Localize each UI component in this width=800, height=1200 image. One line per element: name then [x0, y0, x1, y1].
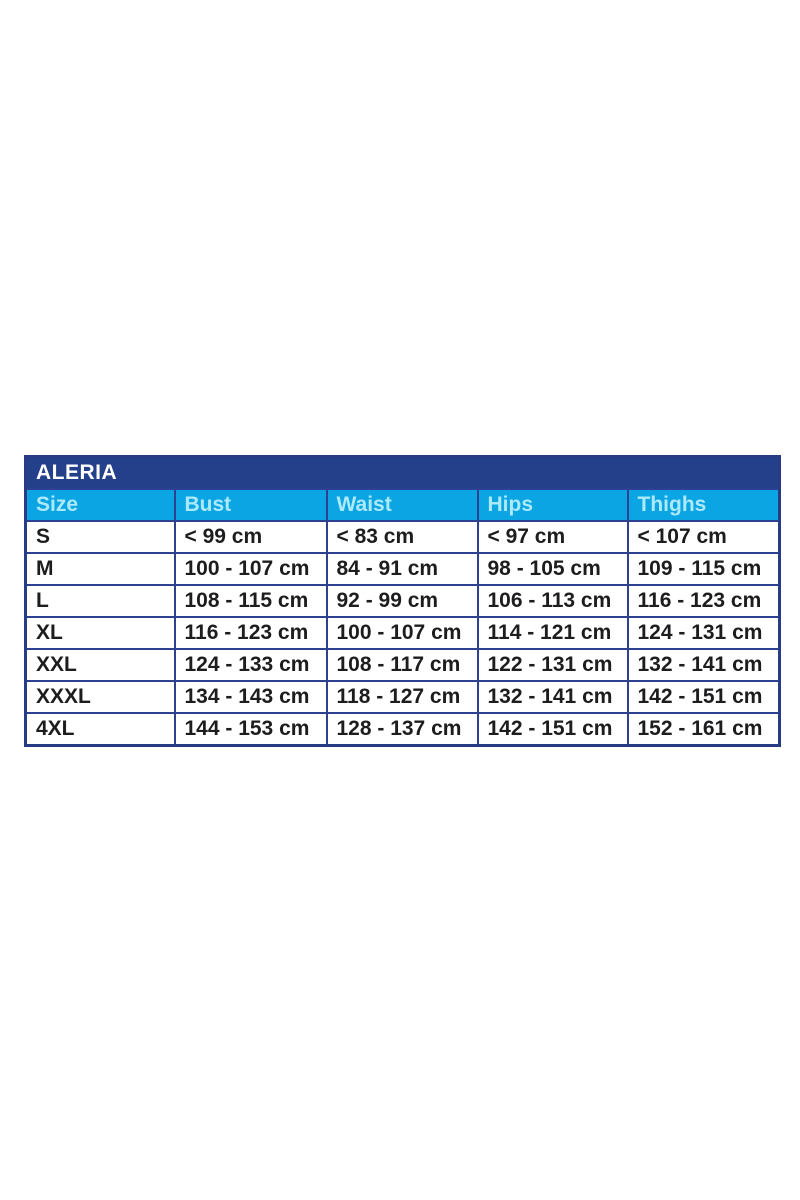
column-header-hips: Hips — [476, 488, 629, 522]
waist-cell: 128 - 137 cm — [325, 712, 479, 747]
bust-cell: 100 - 107 cm — [173, 552, 328, 586]
thighs-cell: 152 - 161 cm — [626, 712, 781, 747]
waist-cell: 92 - 99 cm — [325, 584, 479, 618]
waist-cell: 84 - 91 cm — [325, 552, 479, 586]
thighs-cell: 142 - 151 cm — [626, 680, 781, 714]
hips-cell: < 97 cm — [476, 520, 629, 554]
size-cell: L — [24, 584, 176, 618]
waist-cell: 100 - 107 cm — [325, 616, 479, 650]
bust-cell: < 99 cm — [173, 520, 328, 554]
thighs-cell: 109 - 115 cm — [626, 552, 781, 586]
waist-cell: 118 - 127 cm — [325, 680, 479, 714]
thighs-cell: 116 - 123 cm — [626, 584, 781, 618]
table-row-s: S < 99 cm < 83 cm < 97 cm < 107 cm — [24, 520, 781, 554]
bust-cell: 116 - 123 cm — [173, 616, 328, 650]
hips-cell: 132 - 141 cm — [476, 680, 629, 714]
table-header-row: Size Bust Waist Hips Thighs — [24, 488, 781, 522]
waist-cell: < 83 cm — [325, 520, 479, 554]
table-row-l: L 108 - 115 cm 92 - 99 cm 106 - 113 cm 1… — [24, 584, 781, 618]
bust-cell: 108 - 115 cm — [173, 584, 328, 618]
bust-cell: 134 - 143 cm — [173, 680, 328, 714]
waist-cell: 108 - 117 cm — [325, 648, 479, 682]
size-chart-table: ALERIA Size Bust Waist Hips Thighs S < 9… — [24, 455, 782, 747]
hips-cell: 106 - 113 cm — [476, 584, 629, 618]
hips-cell: 142 - 151 cm — [476, 712, 629, 747]
size-cell: XL — [24, 616, 176, 650]
column-header-waist: Waist — [325, 488, 479, 522]
thighs-cell: 132 - 141 cm — [626, 648, 781, 682]
bust-cell: 124 - 133 cm — [173, 648, 328, 682]
bust-cell: 144 - 153 cm — [173, 712, 328, 747]
table-title: ALERIA — [24, 455, 781, 490]
size-cell: XXL — [24, 648, 176, 682]
table-title-row: ALERIA — [24, 455, 781, 490]
size-cell: M — [24, 552, 176, 586]
table-row-xxxl: XXXL 134 - 143 cm 118 - 127 cm 132 - 141… — [24, 680, 781, 714]
thighs-cell: 124 - 131 cm — [626, 616, 781, 650]
table-row-xxl: XXL 124 - 133 cm 108 - 117 cm 122 - 131 … — [24, 648, 781, 682]
hips-cell: 114 - 121 cm — [476, 616, 629, 650]
hips-cell: 122 - 131 cm — [476, 648, 629, 682]
size-chart: ALERIA Size Bust Waist Hips Thighs S < 9… — [24, 455, 782, 747]
size-cell: S — [24, 520, 176, 554]
column-header-thighs: Thighs — [626, 488, 781, 522]
table-row-m: M 100 - 107 cm 84 - 91 cm 98 - 105 cm 10… — [24, 552, 781, 586]
hips-cell: 98 - 105 cm — [476, 552, 629, 586]
column-header-bust: Bust — [173, 488, 328, 522]
column-header-size: Size — [24, 488, 176, 522]
thighs-cell: < 107 cm — [626, 520, 781, 554]
size-cell: 4XL — [24, 712, 176, 747]
table-row-4xl: 4XL 144 - 153 cm 128 - 137 cm 142 - 151 … — [24, 712, 781, 747]
size-cell: XXXL — [24, 680, 176, 714]
table-row-xl: XL 116 - 123 cm 100 - 107 cm 114 - 121 c… — [24, 616, 781, 650]
